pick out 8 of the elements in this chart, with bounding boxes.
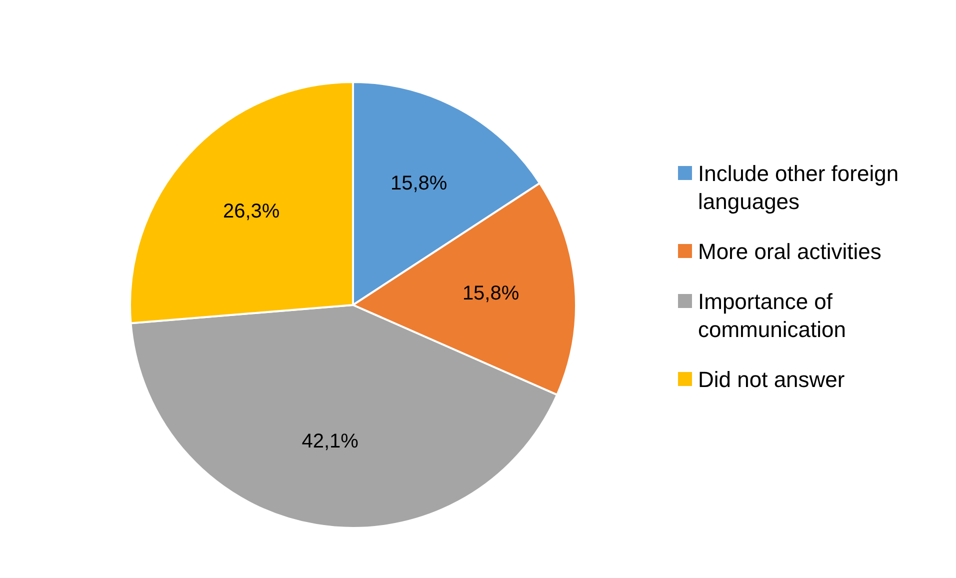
data-label: 15,8% <box>462 282 520 305</box>
legend-label: Did not answer <box>698 366 845 394</box>
data-label: 42,1% <box>302 430 359 452</box>
legend-label: More oral activities <box>698 238 882 266</box>
data-label: 26,3% <box>222 200 280 222</box>
data-label: 15,8% <box>390 172 448 194</box>
legend-label: Include other foreign languages <box>698 160 900 216</box>
legend-label: Importance of communication <box>698 288 847 344</box>
